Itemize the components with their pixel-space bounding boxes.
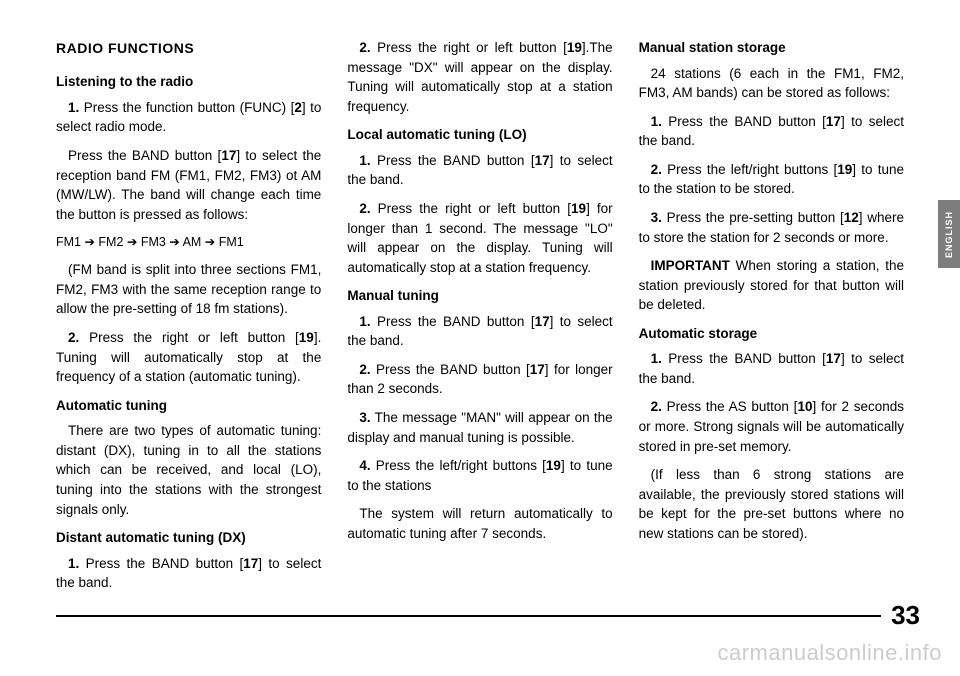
step-num: 1. bbox=[68, 100, 79, 115]
step-num: 3. bbox=[359, 410, 370, 425]
ref: 17 bbox=[535, 153, 550, 168]
text: Press the BAND button [ bbox=[371, 362, 530, 377]
para: 1. Press the BAND button [17] to select … bbox=[639, 349, 904, 388]
para: 3. Press the pre-setting button [12] whe… bbox=[639, 208, 904, 247]
footer-line bbox=[56, 615, 881, 617]
heading-auto-tuning: Automatic tuning bbox=[56, 396, 321, 416]
text: Press the right or left button [ bbox=[371, 40, 567, 55]
para: 4. Press the left/right buttons [19] to … bbox=[347, 456, 612, 495]
text: The message "MAN" will appear on the dis… bbox=[347, 410, 612, 445]
footer: 33 bbox=[56, 600, 920, 631]
para: 2. Press the left/right buttons [19] to … bbox=[639, 160, 904, 199]
para: 24 stations (6 each in the FM1, FM2, FM3… bbox=[639, 64, 904, 103]
para-sequence: FM1 ➔ FM2 ➔ FM3 ➔ AM ➔ FM1 bbox=[56, 233, 321, 251]
step-num: 1. bbox=[359, 314, 370, 329]
step-num: 2. bbox=[68, 330, 79, 345]
text: Press the left/right buttons [ bbox=[662, 162, 837, 177]
text: Press the BAND button [ bbox=[79, 556, 243, 571]
para: IMPORTANT When storing a station, the st… bbox=[639, 256, 904, 315]
para: (If less than 6 strong stations are avai… bbox=[639, 465, 904, 543]
ref: 12 bbox=[844, 210, 859, 225]
text: Press the right or left button [ bbox=[371, 201, 571, 216]
column-3: Manual station storage 24 stations (6 ea… bbox=[639, 38, 904, 602]
heading-auto-storage: Automatic storage bbox=[639, 324, 904, 344]
text: Press the right or left button [ bbox=[79, 330, 299, 345]
step-num: 2. bbox=[651, 399, 662, 414]
ref: 19 bbox=[567, 40, 582, 55]
para: (FM band is split into three sections FM… bbox=[56, 260, 321, 319]
text: Press the BAND button [ bbox=[371, 153, 535, 168]
ref: 2 bbox=[294, 100, 302, 115]
step-num: 3. bbox=[651, 210, 662, 225]
columns: RADIO FUNCTIONS Listening to the radio 1… bbox=[56, 38, 904, 602]
para: The system will return automatically to … bbox=[347, 504, 612, 543]
text: Press the BAND button [ bbox=[662, 351, 826, 366]
para: 2. Press the AS button [10] for 2 second… bbox=[639, 397, 904, 456]
heading-listening: Listening to the radio bbox=[56, 72, 321, 92]
language-tab: ENGLISH bbox=[938, 200, 960, 268]
para: 1. Press the BAND button [17] to select … bbox=[56, 554, 321, 593]
ref: 19 bbox=[837, 162, 852, 177]
para: 3. The message "MAN" will appear on the … bbox=[347, 408, 612, 447]
para: 2. Press the right or left button [19] f… bbox=[347, 199, 612, 277]
ref: 17 bbox=[535, 314, 550, 329]
ref: 19 bbox=[299, 330, 314, 345]
page: RADIO FUNCTIONS Listening to the radio 1… bbox=[0, 0, 960, 602]
ref: 17 bbox=[221, 148, 236, 163]
para: 2. Press the right or left button [19].T… bbox=[347, 38, 612, 116]
text: Press the BAND button [ bbox=[371, 314, 535, 329]
page-number: 33 bbox=[891, 600, 920, 631]
column-2: 2. Press the right or left button [19].T… bbox=[347, 38, 612, 602]
text: Press the left/right buttons [ bbox=[371, 458, 546, 473]
heading-manual-tuning: Manual tuning bbox=[347, 286, 612, 306]
para: 1. Press the BAND button [17] to select … bbox=[347, 312, 612, 351]
step-num: 4. bbox=[359, 458, 370, 473]
step-num: 2. bbox=[359, 362, 370, 377]
step-num: 1. bbox=[651, 351, 662, 366]
para: Press the BAND button [17] to select the… bbox=[56, 146, 321, 224]
heading-dx: Distant automatic tuning (DX) bbox=[56, 528, 321, 548]
para: 1. Press the BAND button [17] to select … bbox=[639, 112, 904, 151]
heading-manual-storage: Manual station storage bbox=[639, 38, 904, 58]
watermark: carmanualsonline.info bbox=[717, 640, 942, 666]
para: 1. Press the function button (FUNC) [2] … bbox=[56, 98, 321, 137]
text: Press the AS button [ bbox=[662, 399, 798, 414]
heading-lo: Local automatic tuning (LO) bbox=[347, 125, 612, 145]
text: Press the BAND button [ bbox=[68, 148, 221, 163]
step-num: 1. bbox=[359, 153, 370, 168]
step-num: 1. bbox=[651, 114, 662, 129]
column-1: RADIO FUNCTIONS Listening to the radio 1… bbox=[56, 38, 321, 602]
ref: 19 bbox=[546, 458, 561, 473]
heading-radio-functions: RADIO FUNCTIONS bbox=[56, 38, 321, 58]
ref: 17 bbox=[826, 114, 841, 129]
para: 2. Press the BAND button [17] for longer… bbox=[347, 360, 612, 399]
step-num: 2. bbox=[359, 40, 370, 55]
ref: 17 bbox=[530, 362, 545, 377]
important-label: IMPORTANT bbox=[651, 258, 730, 273]
text: Press the BAND button [ bbox=[662, 114, 826, 129]
ref: 10 bbox=[797, 399, 812, 414]
text: Press the pre-setting button [ bbox=[662, 210, 844, 225]
ref: 17 bbox=[243, 556, 258, 571]
para: 1. Press the BAND button [17] to select … bbox=[347, 151, 612, 190]
ref: 17 bbox=[826, 351, 841, 366]
step-num: 1. bbox=[68, 556, 79, 571]
step-num: 2. bbox=[359, 201, 370, 216]
ref: 19 bbox=[571, 201, 586, 216]
text: Press the function button (FUNC) [ bbox=[79, 100, 294, 115]
para: 2. Press the right or left button [19]. … bbox=[56, 328, 321, 387]
step-num: 2. bbox=[651, 162, 662, 177]
para: There are two types of automatic tuning:… bbox=[56, 421, 321, 519]
